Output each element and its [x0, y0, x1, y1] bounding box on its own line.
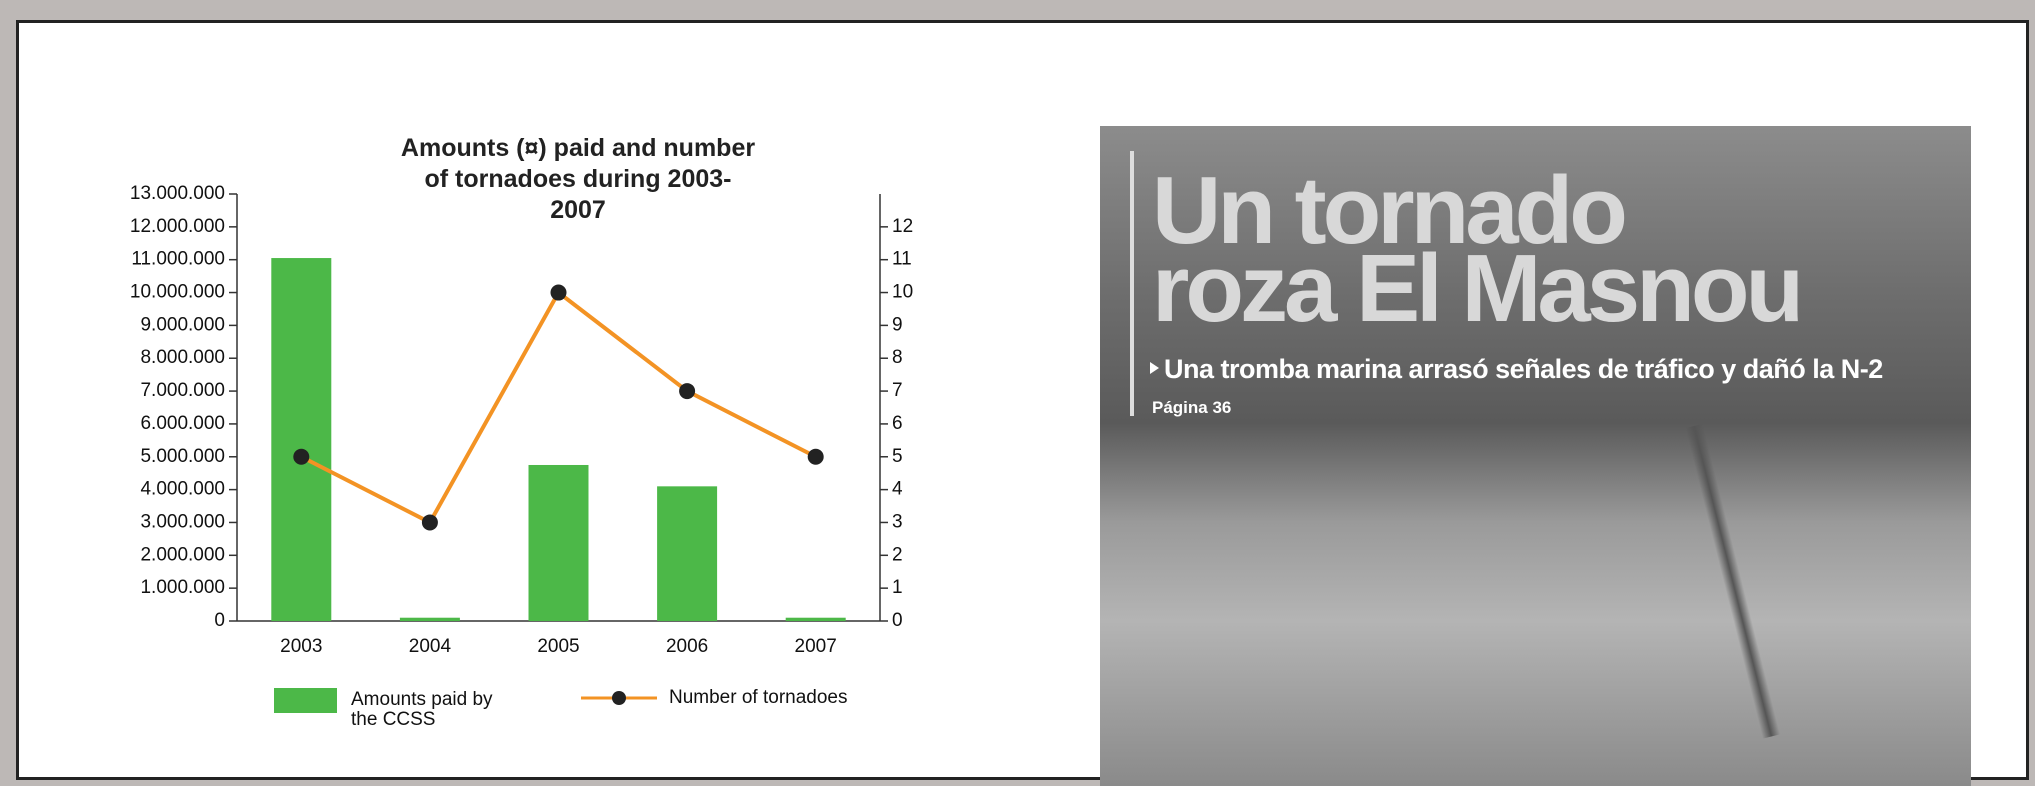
- bar: [400, 618, 460, 621]
- screen: 0 1.000.000 2.000.000 3.000.000 4.000.000 5.0…: [0, 0, 2035, 739]
- y2-tick-label: 9: [892, 314, 903, 335]
- y2-tick-label: 3: [892, 511, 903, 532]
- chart-title: Amounts (¤) paid and number of tornadoes…: [398, 133, 758, 226]
- bar: [271, 258, 331, 621]
- point: [679, 383, 695, 399]
- bar: [786, 618, 846, 621]
- point: [293, 449, 309, 465]
- y-tick-label: 8.000.000: [140, 347, 225, 368]
- y-tick-label: 13.000.000: [130, 183, 225, 204]
- page: {"chart_data": {"type": "combo", "title"…: [0, 0, 2035, 739]
- y-tick-label: 7.000.000: [140, 380, 225, 401]
- headline: roza El Masnou: [1152, 244, 1800, 334]
- point: [551, 285, 567, 301]
- y-tick-label: 6.000.000: [140, 413, 225, 434]
- y2-tick-label: 0: [892, 610, 903, 631]
- bar: [529, 465, 589, 621]
- x-tick-label: 2004: [409, 636, 452, 657]
- y-tick-label: 3.000.000: [140, 511, 225, 532]
- page-ref: Página 36: [1152, 398, 1231, 418]
- x-tick-label: 2007: [795, 636, 837, 657]
- y2-tick-label: 8: [892, 347, 903, 368]
- x-tick-label: 2005: [537, 636, 579, 657]
- point: [422, 514, 438, 530]
- y-tick-label: 9.000.000: [140, 314, 225, 335]
- rule: [1130, 151, 1134, 416]
- bullet: [1150, 362, 1159, 374]
- y2-tick-label: 11: [892, 249, 912, 270]
- legend-swatch-bar: [274, 688, 337, 713]
- legend-swatch-line: [581, 683, 661, 713]
- y2-tick-label: 1: [892, 577, 903, 598]
- y-tick-label: 2.000.000: [140, 544, 225, 565]
- x-tick-label: 2003: [280, 636, 322, 657]
- y-tick-label: 4.000.000: [140, 479, 225, 500]
- y-tick-label: 5.000.000: [140, 446, 225, 467]
- y2-tick-label: 4: [892, 479, 903, 500]
- legend-dot: [612, 691, 626, 705]
- bar: [657, 486, 717, 621]
- y2-tick-label: 12: [892, 216, 913, 237]
- y-tick-label: 11.000.000: [131, 249, 225, 270]
- funnel: [1685, 424, 1780, 739]
- newspaper-photo: Un tornado roza El Masnou Una tromba mar…: [1100, 126, 1971, 786]
- y2-tick-label: 10: [892, 282, 913, 303]
- legend-label: Amounts paid by the CCSS: [351, 690, 501, 730]
- y2-tick-label: 2: [892, 544, 903, 565]
- y-tick-label: 12.000.000: [130, 216, 225, 237]
- y2-tick-label: 6: [892, 413, 903, 434]
- y2-tick-label: 5: [892, 446, 903, 467]
- y2-tick-label: 7: [892, 380, 903, 401]
- subtitle: Una tromba marina arrasó señales de tráf…: [1164, 354, 1883, 385]
- x-tick-label: 2006: [666, 636, 708, 657]
- point: [808, 449, 824, 465]
- legend-label: Number of tornadoes: [669, 688, 848, 708]
- y-tick-label: 10.000.000: [130, 282, 225, 303]
- panel: 0 1.000.000 2.000.000 3.000.000 4.000.000 5.0…: [16, 20, 2029, 780]
- y-tick-label: 0: [214, 610, 225, 631]
- y-tick-label: 1.000.000: [140, 577, 225, 598]
